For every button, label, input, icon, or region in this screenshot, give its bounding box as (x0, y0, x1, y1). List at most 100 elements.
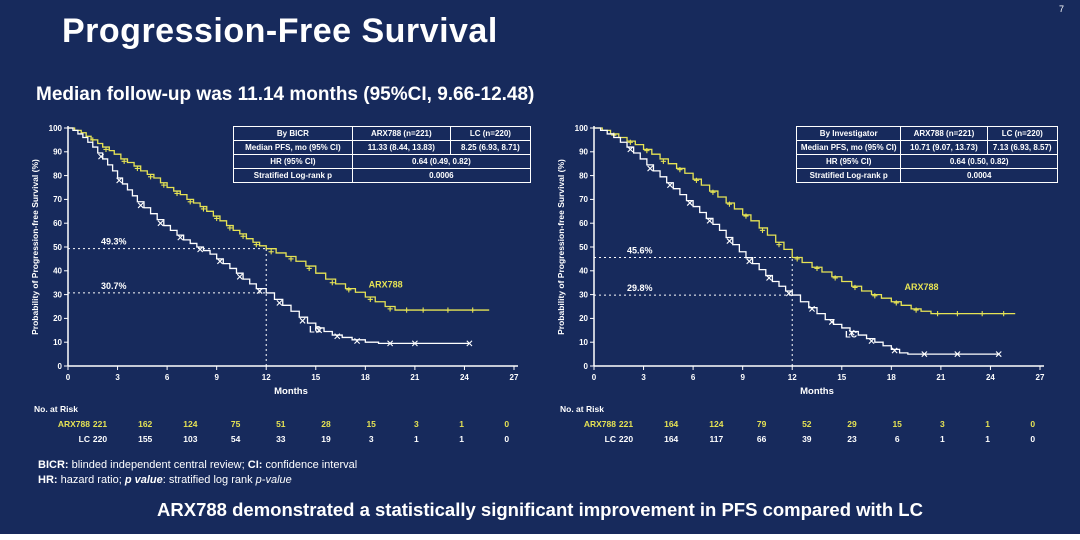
svg-text:90: 90 (579, 148, 588, 157)
svg-text:30: 30 (579, 290, 588, 299)
risk-value: 79 (757, 419, 767, 429)
stats-table-bicr: By BICR ARX788 (n=221) LC (n=220) Median PF… (233, 126, 532, 183)
risk-value: 19 (321, 434, 331, 444)
risk-value: 3 (940, 419, 945, 429)
series-label-ARX788: ARX788 (905, 282, 939, 292)
series-ARX788: ARX788 (594, 127, 1016, 317)
svg-text:3: 3 (115, 373, 120, 382)
svg-text:0: 0 (66, 373, 71, 382)
bottom-strip (0, 534, 1080, 540)
footnotes: BICR: blinded independent central review… (38, 458, 357, 488)
svg-text:50: 50 (53, 243, 62, 252)
risk-value: 103 (183, 434, 197, 444)
risk-value: 28 (321, 419, 331, 429)
svg-text:70: 70 (53, 195, 62, 204)
svg-text:24: 24 (986, 373, 995, 382)
risk-header: No. at Risk (34, 404, 78, 414)
footnote-line: BICR: blinded independent central review… (38, 459, 358, 471)
risk-value: 52 (802, 419, 812, 429)
series-LC: LC (68, 127, 473, 347)
svg-text:6: 6 (165, 373, 170, 382)
risk-row-label: LC (605, 434, 616, 444)
km-chart-investigator: 0 10 20 30 40 50 60 70 80 90 100 0 3 6 9 12 15 18 21 24 27 Mo… (552, 116, 1059, 448)
risk-value: 1 (985, 434, 990, 444)
svg-text:21: 21 (410, 373, 419, 382)
svg-text:0: 0 (58, 362, 63, 371)
svg-text:6: 6 (691, 373, 696, 382)
svg-text:20: 20 (579, 314, 588, 323)
risk-value: 39 (802, 434, 812, 444)
risk-value: 220 (619, 434, 633, 444)
svg-text:0: 0 (592, 373, 597, 382)
svg-text:15: 15 (837, 373, 846, 382)
risk-value: 117 (710, 434, 724, 444)
risk-row-label: ARX788 (58, 419, 90, 429)
pct-annotations: 45.6% 29.8% (627, 245, 653, 293)
risk-value: 220 (93, 434, 107, 444)
risk-value: 15 (366, 419, 376, 429)
km-stats-table: By BICR ARX788 (n=221) LC (n=220) Median PF… (233, 126, 532, 183)
risk-value: 124 (709, 419, 723, 429)
svg-text:50: 50 (579, 243, 588, 252)
x-axis-label: Months (274, 386, 308, 397)
svg-text:60: 60 (53, 219, 62, 228)
risk-value: 1 (940, 434, 945, 444)
risk-value: 6 (895, 434, 900, 444)
risk-value: 1 (459, 434, 464, 444)
risk-value: 0 (504, 434, 509, 444)
risk-value: 54 (231, 434, 241, 444)
risk-value: 1 (414, 434, 419, 444)
svg-text:40: 40 (53, 267, 62, 276)
svg-text:100: 100 (575, 124, 589, 133)
risk-table: No. at Risk ARX788 221 162 124 75 51 28 15 3 1 0 LC 2… (34, 404, 509, 444)
svg-text:0: 0 (584, 362, 589, 371)
stats-table-investigator: By Investigator ARX788 (n=221) LC (n=220) M… (795, 126, 1059, 183)
svg-text:20: 20 (53, 314, 62, 323)
series-ARX788: ARX788 (68, 127, 490, 313)
x-axis-label: Months (800, 386, 834, 397)
risk-value: 0 (1030, 419, 1035, 429)
svg-text:15: 15 (311, 373, 320, 382)
risk-value: 3 (414, 419, 419, 429)
series-label-ARX788: ARX788 (369, 279, 403, 289)
svg-text:24: 24 (460, 373, 469, 382)
svg-text:27: 27 (1036, 373, 1045, 382)
risk-value: 66 (757, 434, 767, 444)
svg-text:9: 9 (214, 373, 219, 382)
svg-text:70: 70 (579, 195, 588, 204)
risk-value: 1 (459, 419, 464, 429)
svg-text:30: 30 (53, 290, 62, 299)
svg-text:30.7%: 30.7% (101, 281, 127, 291)
svg-text:40: 40 (579, 267, 588, 276)
svg-text:3: 3 (641, 373, 646, 382)
risk-value: 221 (619, 419, 633, 429)
risk-value: 164 (664, 434, 678, 444)
risk-value: 29 (847, 419, 857, 429)
risk-row-label: LC (79, 434, 90, 444)
risk-value: 1 (985, 419, 990, 429)
pct-annotations: 49.3% 30.7% (101, 237, 127, 291)
km-chart-bicr: 0 10 20 30 40 50 60 70 80 90 100 0 3 6 9 12 15 18 21 24 27 Mo… (26, 116, 532, 448)
axes: 0 10 20 30 40 50 60 70 80 90 100 0 3 6 9 12 15 18 21 24 27 Mo… (556, 124, 1045, 397)
svg-text:90: 90 (53, 148, 62, 157)
reference-lines (68, 248, 267, 366)
risk-value: 75 (231, 419, 241, 429)
svg-text:10: 10 (579, 338, 588, 347)
series-label-LC: LC (309, 325, 321, 335)
svg-text:100: 100 (49, 124, 63, 133)
takeaway-statement: ARX788 demonstrated a statistically sign… (157, 499, 923, 520)
svg-text:29.8%: 29.8% (627, 283, 653, 293)
risk-value: 124 (183, 419, 197, 429)
risk-value: 0 (1030, 434, 1035, 444)
reference-lines (594, 256, 793, 366)
svg-text:80: 80 (53, 171, 62, 180)
risk-value: 51 (276, 419, 286, 429)
risk-header: No. at Risk (560, 404, 604, 414)
series-label-LC: LC (845, 329, 857, 339)
svg-text:18: 18 (361, 373, 370, 382)
risk-value: 221 (93, 419, 107, 429)
axes: 0 10 20 30 40 50 60 70 80 90 100 0 3 6 9 12 15 18 21 24 27 Mo… (30, 124, 519, 397)
